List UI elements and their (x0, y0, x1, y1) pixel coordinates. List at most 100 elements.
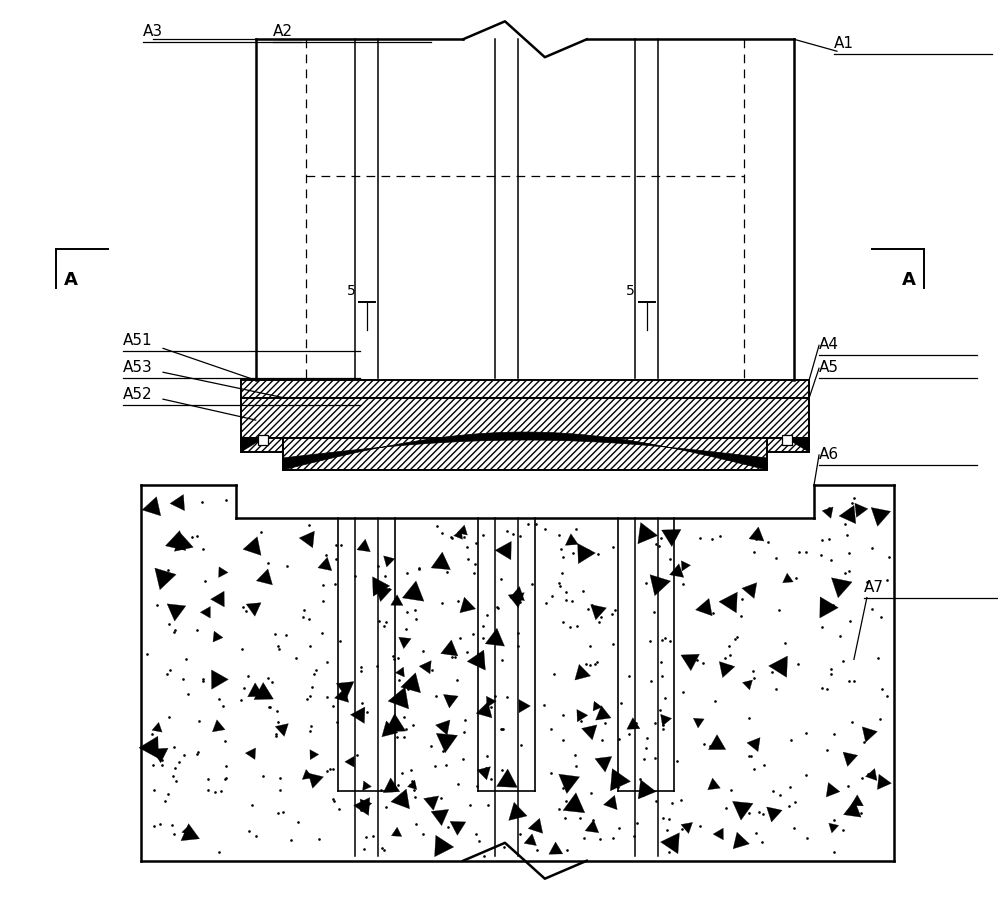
Point (558, 592, 574, 607)
Point (494, 763, 510, 777)
Polygon shape (334, 688, 349, 703)
Point (195, 674, 211, 689)
Point (555, 615, 571, 630)
Point (674, 822, 690, 836)
Point (841, 673, 857, 688)
Point (353, 804, 369, 818)
Point (394, 766, 410, 781)
Point (272, 771, 288, 785)
Point (390, 778, 406, 793)
Point (582, 639, 598, 653)
Point (826, 726, 842, 741)
Polygon shape (431, 809, 449, 825)
Point (558, 585, 574, 600)
Polygon shape (211, 592, 224, 607)
Point (190, 745, 206, 760)
Point (790, 657, 806, 672)
Point (837, 517, 853, 531)
Point (206, 675, 222, 690)
Point (552, 579, 568, 593)
Polygon shape (302, 770, 313, 780)
Point (710, 738, 726, 753)
Point (745, 663, 761, 678)
Point (365, 828, 381, 843)
Point (476, 848, 492, 863)
Polygon shape (719, 662, 735, 678)
Point (483, 772, 499, 786)
Polygon shape (742, 582, 757, 599)
Polygon shape (310, 750, 319, 760)
Point (605, 636, 621, 651)
Text: A4: A4 (819, 338, 839, 352)
Point (303, 719, 319, 733)
Point (197, 574, 213, 589)
Polygon shape (865, 769, 877, 781)
Point (424, 663, 440, 678)
Point (791, 545, 807, 560)
Point (835, 823, 851, 837)
Point (238, 604, 254, 619)
Point (153, 745, 169, 760)
Polygon shape (385, 713, 406, 732)
Point (524, 576, 540, 591)
Point (632, 772, 648, 786)
Point (712, 529, 728, 543)
Point (814, 620, 830, 634)
Point (407, 790, 423, 804)
Polygon shape (363, 781, 371, 791)
Point (440, 819, 456, 834)
Bar (258, 435, 268, 445)
Point (496, 840, 512, 854)
Point (475, 631, 491, 645)
Polygon shape (820, 597, 838, 618)
Point (589, 654, 605, 669)
Polygon shape (424, 796, 439, 810)
Point (470, 647, 486, 662)
Point (819, 682, 835, 696)
Point (746, 762, 762, 776)
Point (823, 552, 839, 567)
Polygon shape (650, 574, 671, 596)
Point (176, 533, 192, 548)
Polygon shape (213, 632, 223, 642)
Point (585, 813, 601, 827)
Point (592, 832, 608, 846)
Polygon shape (582, 725, 597, 740)
Point (597, 715, 613, 730)
Point (457, 713, 473, 727)
Polygon shape (485, 628, 505, 646)
Point (544, 589, 560, 603)
Polygon shape (388, 687, 409, 709)
Polygon shape (200, 606, 210, 618)
Polygon shape (212, 720, 225, 732)
Polygon shape (450, 822, 466, 835)
Point (435, 743, 451, 758)
Point (768, 551, 784, 565)
Point (480, 798, 496, 813)
Text: A53: A53 (123, 360, 153, 375)
Point (211, 845, 227, 860)
Polygon shape (219, 567, 228, 578)
Point (821, 501, 837, 516)
Point (657, 631, 673, 645)
Point (662, 633, 678, 648)
Point (636, 752, 652, 766)
Polygon shape (256, 569, 272, 585)
Point (826, 844, 842, 859)
Point (572, 810, 588, 824)
Point (329, 714, 345, 729)
Point (551, 528, 567, 542)
Text: A52: A52 (123, 387, 153, 402)
Point (411, 562, 427, 577)
Point (195, 672, 211, 686)
Point (788, 571, 804, 586)
Point (558, 794, 574, 808)
Text: A: A (902, 271, 916, 288)
Point (233, 693, 249, 707)
Point (389, 729, 405, 743)
Point (659, 823, 675, 837)
Point (248, 828, 264, 843)
Point (452, 631, 468, 645)
Point (748, 825, 764, 840)
Point (870, 651, 886, 665)
